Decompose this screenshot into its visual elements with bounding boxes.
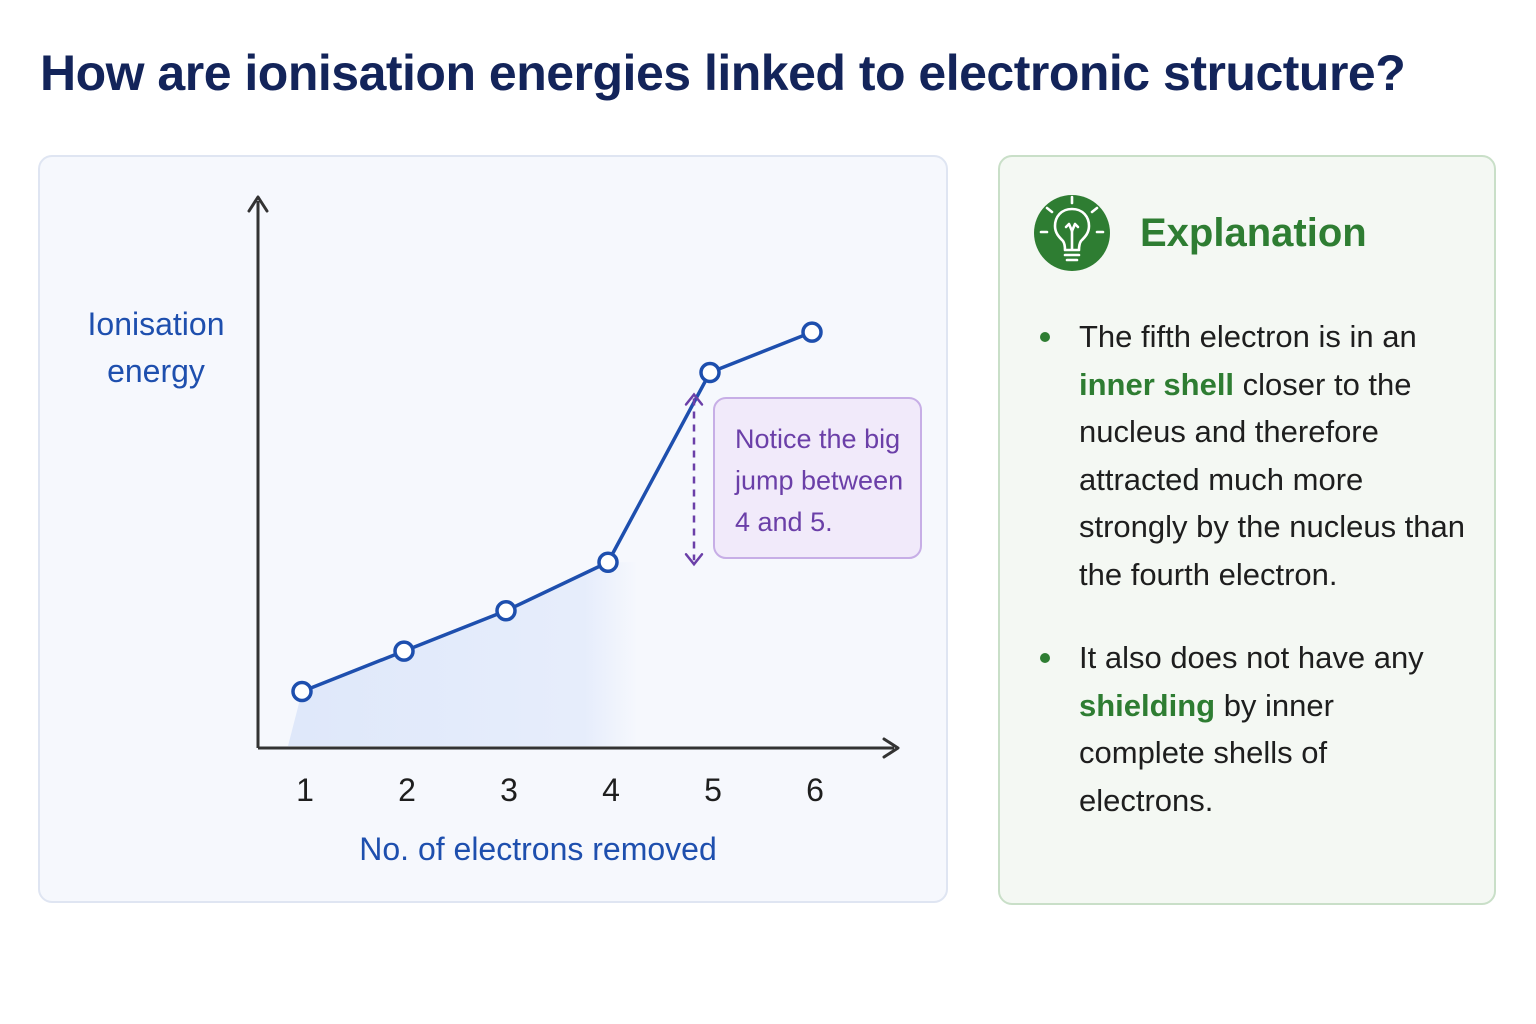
bullet-text: It also does not have any bbox=[1079, 640, 1424, 675]
series-line bbox=[301, 330, 813, 694]
annotation-box bbox=[713, 397, 922, 559]
explanation-panel: Explanation The fifth electron is in an … bbox=[998, 155, 1496, 905]
arrow-down-icon bbox=[684, 553, 704, 567]
page-title: How are ionisation energies linked to el… bbox=[40, 45, 1406, 101]
chart-panel: 1 2 3 4 5 6 No. of electrons removed Ionisation… bbox=[38, 155, 948, 903]
data-point bbox=[699, 361, 721, 384]
ionisation-energy-chart: 1 2 3 4 5 6 No. of electrons removed Ionisation… bbox=[88, 195, 922, 867]
bullet-highlight: shielding bbox=[1079, 687, 1216, 723]
bullet-highlight: inner shell bbox=[1079, 366, 1235, 402]
y-axis-label: energy bbox=[107, 353, 205, 389]
bullet-dot-icon bbox=[1040, 653, 1050, 663]
data-point bbox=[393, 640, 415, 662]
bullet-dot-icon bbox=[1040, 332, 1050, 342]
x-tick-label: 2 bbox=[398, 772, 416, 808]
x-tick-label: 5 bbox=[704, 772, 722, 808]
y-axis-label: Ionisation bbox=[88, 306, 225, 342]
data-point bbox=[597, 551, 619, 574]
y-axis-arrow-icon bbox=[247, 195, 269, 213]
data-point bbox=[291, 680, 313, 703]
bullet-text: closer to the nucleus and therefore attr… bbox=[1079, 366, 1466, 592]
annotation-text: 4 and 5. bbox=[735, 507, 833, 537]
explanation-bullets: The fifth electron is in an inner shell … bbox=[1038, 313, 1468, 860]
lightbulb-icon bbox=[1034, 195, 1110, 271]
annotation-text: jump between bbox=[734, 466, 903, 496]
x-tick-label: 6 bbox=[806, 772, 824, 808]
x-tick-label: 3 bbox=[500, 772, 518, 808]
data-point bbox=[801, 321, 823, 343]
annotation-text: Notice the big bbox=[735, 424, 900, 454]
x-axis-arrow-icon bbox=[882, 737, 900, 759]
arrow-up-icon bbox=[684, 392, 704, 406]
explanation-title: Explanation bbox=[1140, 211, 1367, 255]
x-tick-label: 1 bbox=[296, 772, 314, 808]
x-axis-label: No. of electrons removed bbox=[359, 831, 717, 867]
explanation-bullet: The fifth electron is in an inner shell … bbox=[1038, 313, 1468, 598]
chart-area-fill bbox=[288, 562, 638, 746]
bullet-text: by inner complete shells of electrons. bbox=[1079, 687, 1334, 818]
explanation-bullet: It also does not have any shielding by i… bbox=[1038, 634, 1468, 824]
x-tick-label: 4 bbox=[602, 772, 620, 808]
bullet-text: The fifth electron is in an bbox=[1079, 319, 1417, 354]
data-point bbox=[495, 599, 517, 622]
